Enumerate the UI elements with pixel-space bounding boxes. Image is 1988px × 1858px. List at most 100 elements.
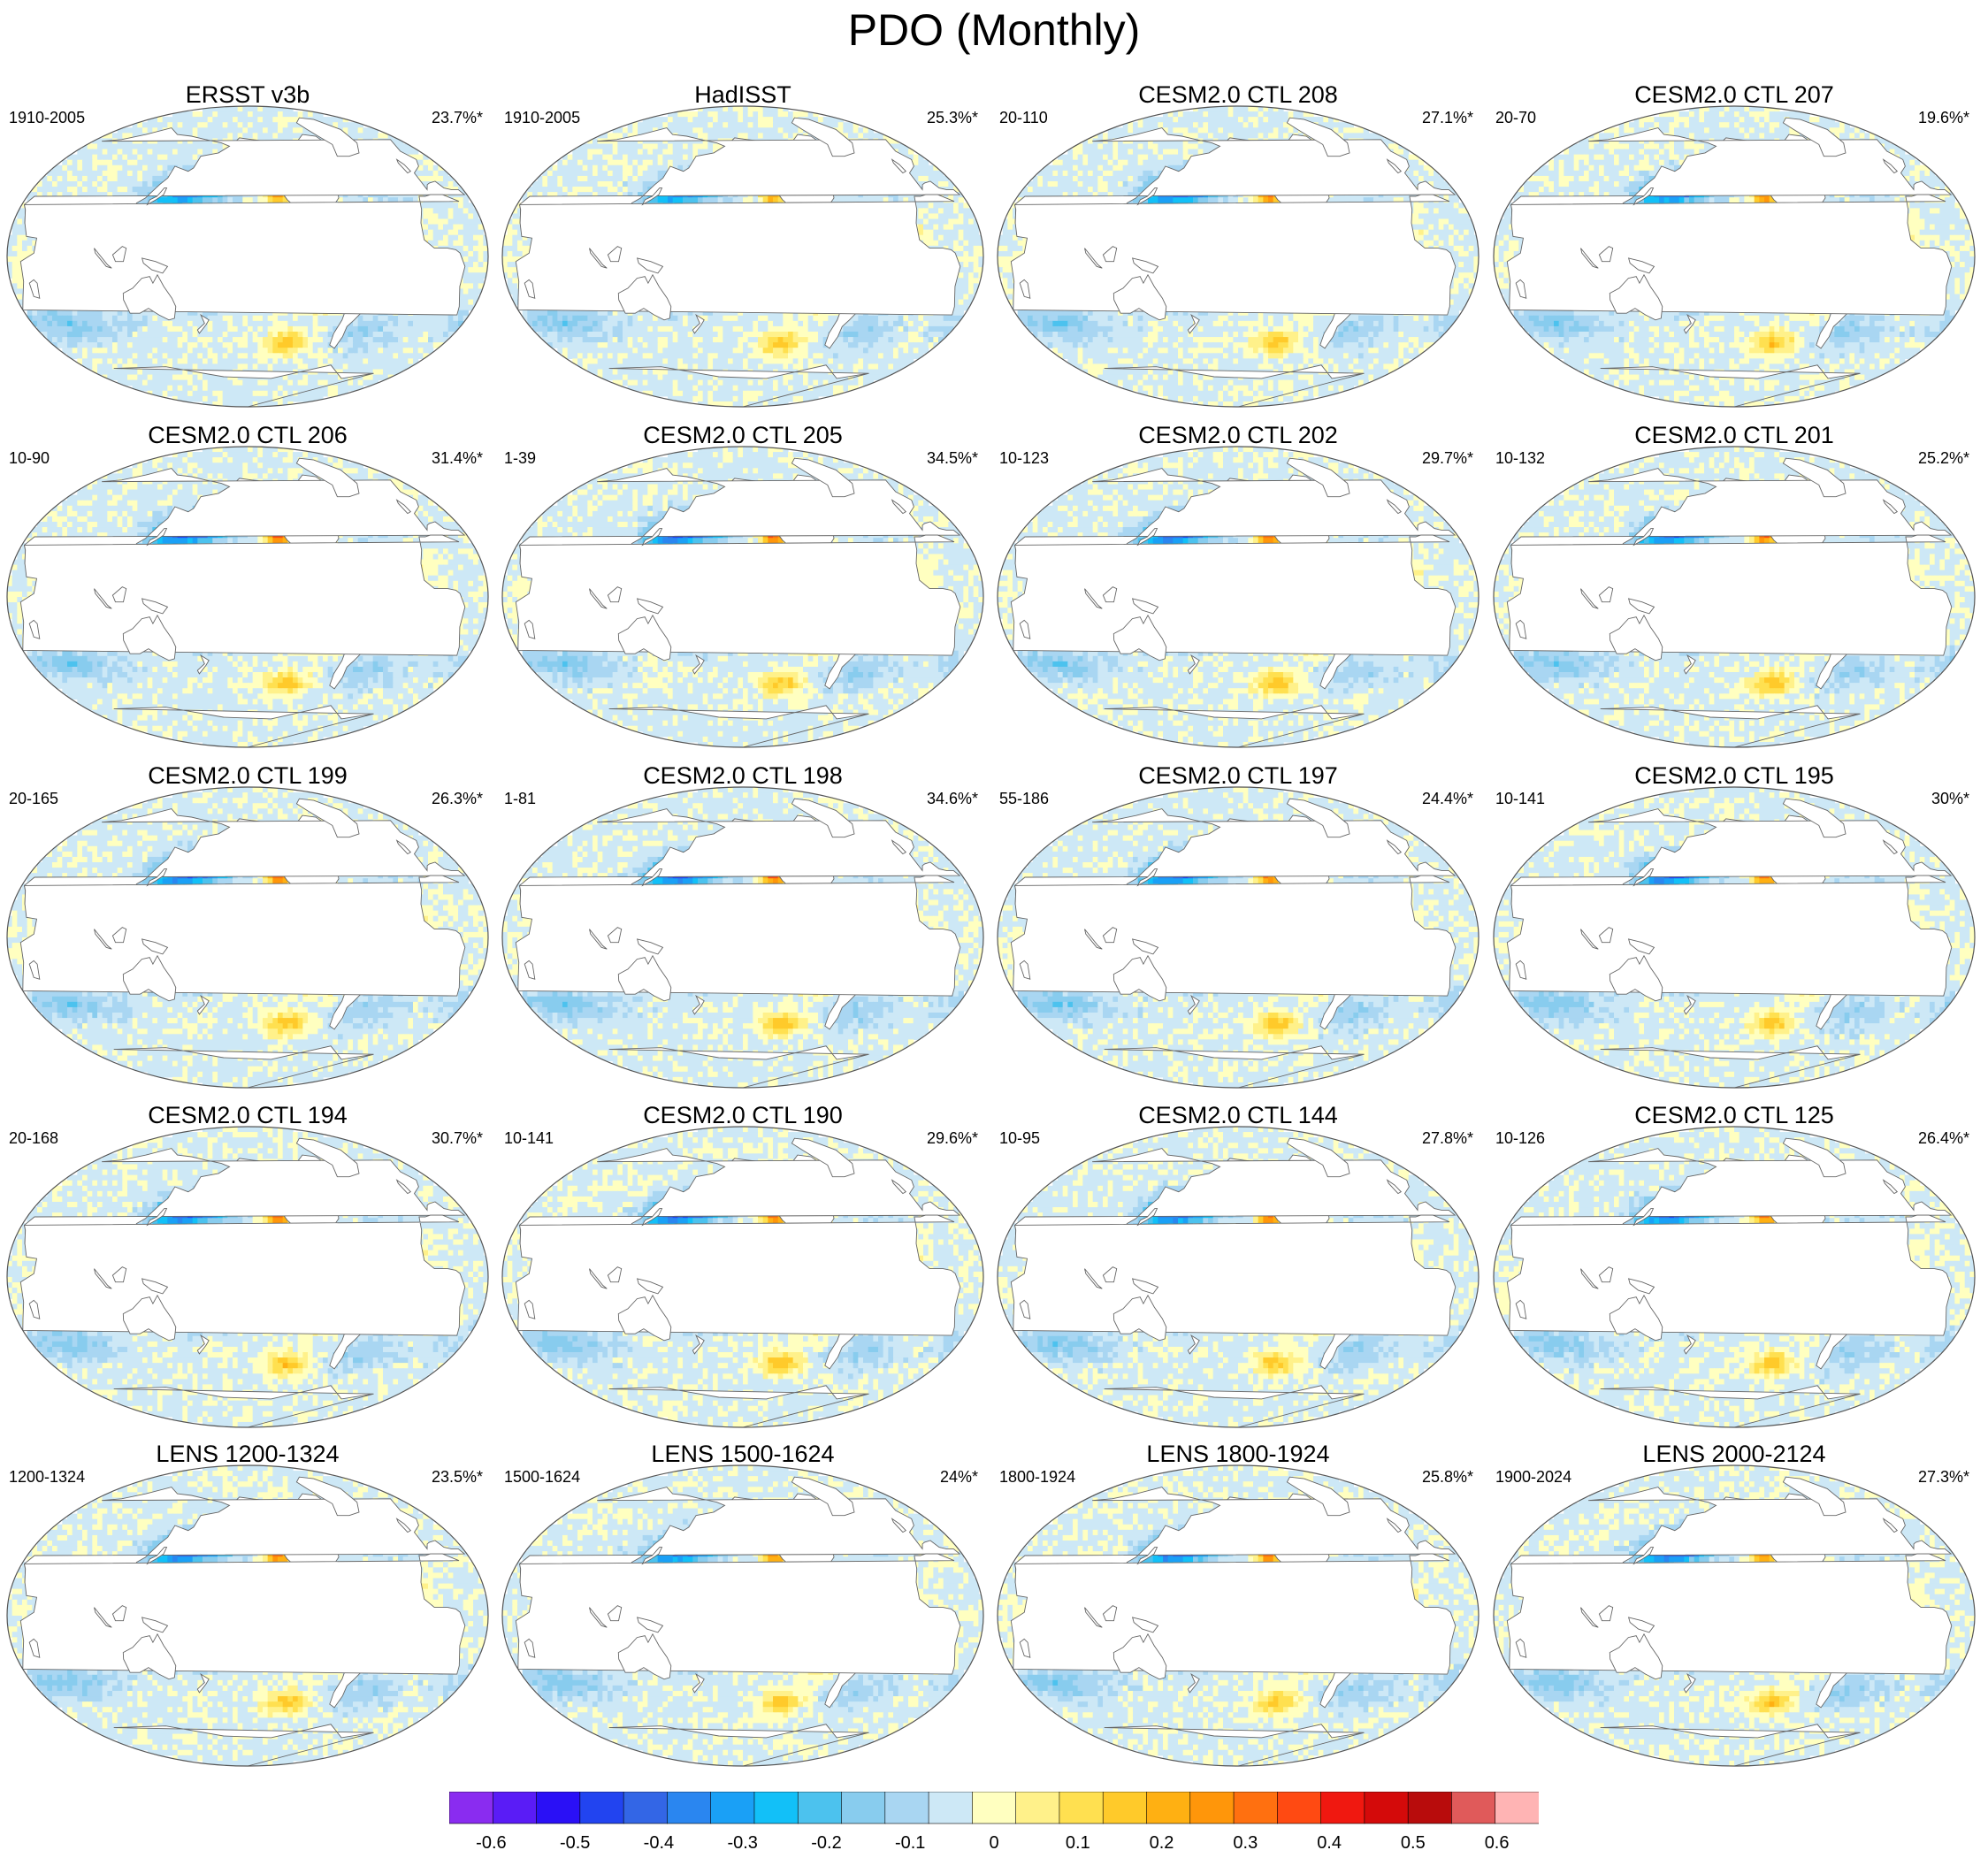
colorbar-swatch	[711, 1792, 755, 1824]
pdo-pattern-map	[497, 443, 989, 751]
land-mask	[1011, 1554, 1456, 1674]
colorbar-tick-label: 0.3	[1219, 1833, 1272, 1853]
panel-years: 1910-2005	[9, 108, 85, 127]
pdo-pattern-map	[2, 443, 493, 751]
pdo-pattern-map	[2, 103, 493, 410]
figure-title: PDO (Monthly)	[0, 5, 1988, 55]
map-panel: CESM2.0 CTL 206 10-90 31.4%*	[2, 422, 493, 758]
panel-years: 1200-1324	[9, 1467, 85, 1487]
land-mask	[1507, 1554, 1952, 1674]
colorbar-swatch	[1365, 1792, 1409, 1824]
pdo-pattern-map	[992, 1462, 1484, 1770]
land-mask	[1011, 535, 1456, 655]
pdo-pattern-map	[1488, 1462, 1980, 1770]
colorbar-tick-label: 0.1	[1051, 1833, 1105, 1853]
pdo-pattern-map	[497, 1123, 989, 1431]
colorbar-tick-label: 0.4	[1303, 1833, 1356, 1853]
map-panel: CESM2.0 CTL 202 10-123 29.7%*	[992, 422, 1484, 758]
panel-years: 1-81	[504, 789, 536, 808]
map-panel: CESM2.0 CTL 194 20-168 30.7%*	[2, 1102, 493, 1438]
panel-years: 1-39	[504, 448, 536, 468]
panel-years: 10-123	[999, 448, 1049, 468]
map-panel: CESM2.0 CTL 144 10-95 27.8%*	[992, 1102, 1484, 1438]
pdo-pattern-map	[1488, 1123, 1980, 1431]
panel-variance: 30.7%*	[432, 1128, 483, 1148]
map-panel: CESM2.0 CTL 205 1-39 34.5%*	[497, 422, 989, 758]
pdo-pattern-map	[2, 784, 493, 1091]
panel-variance: 23.5%*	[432, 1467, 483, 1487]
colorbar-tick-label: 0.5	[1387, 1833, 1440, 1853]
colorbar-tick-label: -0.6	[464, 1833, 517, 1853]
panel-years: 10-132	[1495, 448, 1545, 468]
colorbar-swatch	[842, 1792, 886, 1824]
pdo-pattern-map	[1488, 103, 1980, 410]
colorbar-swatch	[1146, 1792, 1190, 1824]
land-mask	[1011, 195, 1456, 315]
panel-variance: 23.7%*	[432, 108, 483, 127]
panel-variance: 31.4%*	[432, 448, 483, 468]
panel-years: 1910-2005	[504, 108, 580, 127]
land-mask	[1507, 875, 1952, 996]
panel-variance: 26.4%*	[1918, 1128, 1969, 1148]
panel-variance: 26.3%*	[432, 789, 483, 808]
colorbar-tick-label: -0.3	[716, 1833, 769, 1853]
panel-variance: 19.6%*	[1918, 108, 1969, 127]
pdo-pattern-map	[992, 1123, 1484, 1431]
panel-variance: 25.2%*	[1918, 448, 1969, 468]
map-panel: LENS 2000-2124 1900-2024 27.3%*	[1488, 1441, 1980, 1777]
pdo-pattern-map	[497, 103, 989, 410]
pdo-pattern-map	[992, 443, 1484, 751]
colorbar-swatch	[623, 1792, 668, 1824]
colorbar-tick-label: -0.1	[883, 1833, 937, 1853]
map-panel: CESM2.0 CTL 198 1-81 34.6%*	[497, 762, 989, 1098]
map-panel: LENS 1800-1924 1800-1924 25.8%*	[992, 1441, 1484, 1777]
colorbar-swatch	[1059, 1792, 1104, 1824]
panel-variance: 27.8%*	[1422, 1128, 1473, 1148]
panel-years: 10-126	[1495, 1128, 1545, 1148]
land-mask	[516, 535, 960, 655]
map-panel: CESM2.0 CTL 207 20-70 19.6%*	[1488, 81, 1980, 417]
map-panel: LENS 1500-1624 1500-1624 24%*	[497, 1441, 989, 1777]
land-mask	[20, 535, 465, 655]
colorbar-swatch	[449, 1792, 493, 1824]
panel-years: 1900-2024	[1495, 1467, 1571, 1487]
land-mask	[516, 1554, 960, 1674]
colorbar-swatch	[667, 1792, 711, 1824]
colorbar-swatch	[1103, 1792, 1147, 1824]
pdo-pattern-map	[992, 784, 1484, 1091]
colorbar	[449, 1792, 1539, 1827]
colorbar-tick-label: 0	[967, 1833, 1021, 1853]
colorbar-swatch	[1321, 1792, 1365, 1824]
panel-variance: 25.3%*	[927, 108, 978, 127]
map-panel: HadISST 1910-2005 25.3%*	[497, 81, 989, 417]
colorbar-swatch	[1495, 1792, 1539, 1824]
pdo-pattern-map	[497, 784, 989, 1091]
pdo-pattern-map	[497, 1462, 989, 1770]
colorbar-swatch	[754, 1792, 799, 1824]
map-panel: CESM2.0 CTL 125 10-126 26.4%*	[1488, 1102, 1980, 1438]
panel-variance: 24.4%*	[1422, 789, 1473, 808]
map-panel: CESM2.0 CTL 195 10-141 30%*	[1488, 762, 1980, 1098]
panel-variance: 24%*	[940, 1467, 978, 1487]
pdo-pattern-map	[1488, 784, 1980, 1091]
map-panel: CESM2.0 CTL 208 20-110 27.1%*	[992, 81, 1484, 417]
panel-variance: 27.1%*	[1422, 108, 1473, 127]
colorbar-swatch	[1190, 1792, 1235, 1824]
colorbar-swatch	[798, 1792, 842, 1824]
land-mask	[1011, 875, 1456, 996]
colorbar-swatch	[972, 1792, 1016, 1824]
land-mask	[1507, 535, 1952, 655]
panel-years: 20-110	[999, 108, 1048, 127]
colorbar-swatch	[1408, 1792, 1452, 1824]
land-mask	[1507, 1215, 1952, 1335]
colorbar-swatch	[885, 1792, 929, 1824]
map-panel: LENS 1200-1324 1200-1324 23.5%*	[2, 1441, 493, 1777]
panel-variance: 30%*	[1931, 789, 1969, 808]
land-mask	[516, 1215, 960, 1335]
land-mask	[20, 875, 465, 996]
panel-variance: 29.7%*	[1422, 448, 1473, 468]
panel-years: 1800-1924	[999, 1467, 1075, 1487]
colorbar-tick-label: -0.5	[548, 1833, 601, 1853]
colorbar-swatch	[1234, 1792, 1278, 1824]
panel-years: 20-70	[1495, 108, 1536, 127]
